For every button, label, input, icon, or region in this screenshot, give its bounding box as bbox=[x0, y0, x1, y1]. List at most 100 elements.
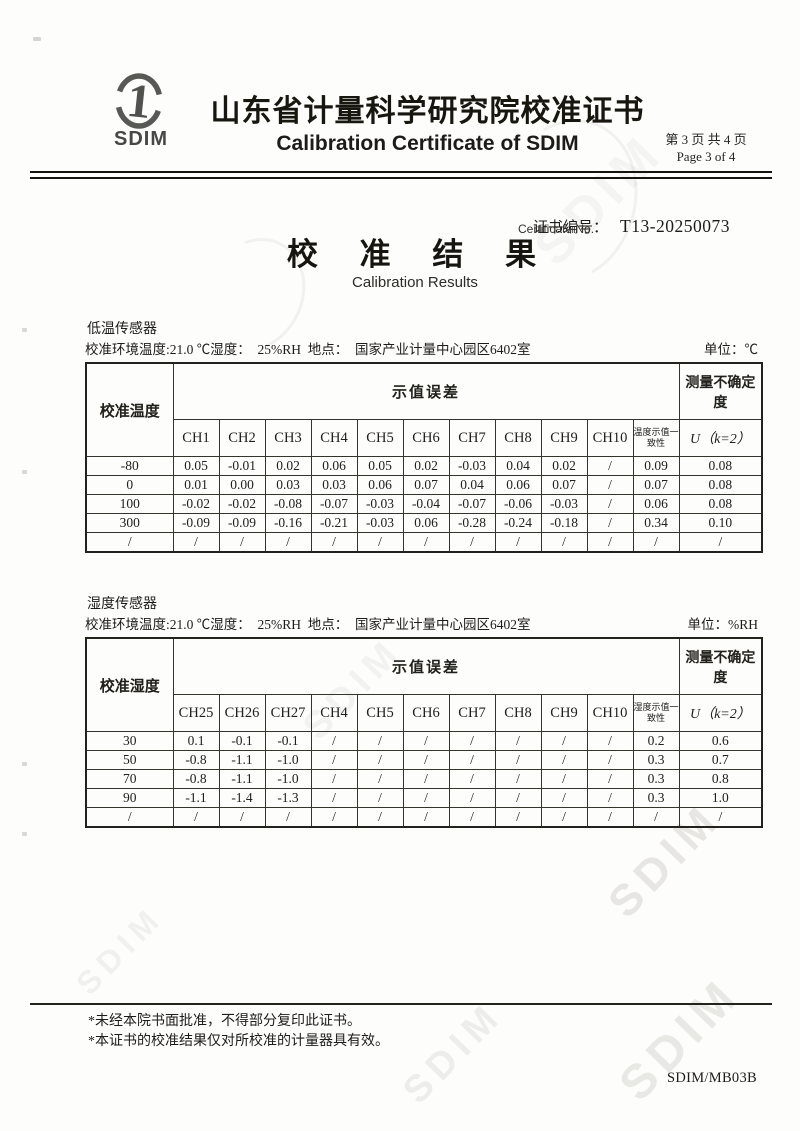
uncertainty-value-cell: 1.0 bbox=[678, 788, 763, 808]
calibration-point-cell: 90 bbox=[85, 788, 174, 808]
channel-header: CH9 bbox=[540, 419, 588, 457]
uncertainty-value-cell: / bbox=[678, 532, 763, 553]
error-value-cell: 0.02 bbox=[264, 456, 312, 476]
consistency-header: 湿度示值一致性 bbox=[632, 694, 680, 732]
consistency-value-cell: / bbox=[632, 532, 680, 553]
channel-header: CH1 bbox=[172, 419, 220, 457]
error-value-cell: / bbox=[494, 807, 542, 828]
error-value-cell: / bbox=[448, 731, 496, 751]
error-value-cell: -0.1 bbox=[264, 731, 312, 751]
error-value-cell: / bbox=[540, 807, 588, 828]
channel-header: CH10 bbox=[586, 419, 634, 457]
uncertainty-value-cell: 0.10 bbox=[678, 513, 763, 533]
error-value-cell: / bbox=[586, 807, 634, 828]
error-value-cell: / bbox=[402, 769, 450, 789]
channel-header: CH7 bbox=[448, 419, 496, 457]
error-value-cell: / bbox=[540, 788, 588, 808]
error-value-cell: -1.4 bbox=[218, 788, 266, 808]
table-row: 0 0.01 0.00 0.03 0.03 0.06 0.07 0.04 0.06 0.07/0.… bbox=[85, 475, 763, 495]
uncertainty-value-cell: 0.08 bbox=[678, 494, 763, 514]
humidity-calibration-table: 校准湿度 示值误差 测量不确定度 CH25 CH26 CH27 CH4 CH5 CH6 CH7 CH… bbox=[85, 637, 764, 828]
sensor-name: 湿度传感器 bbox=[87, 597, 157, 612]
footer-divider bbox=[30, 1003, 772, 1005]
error-value-cell: -0.03 bbox=[356, 494, 404, 514]
error-value-cell: 0.00 bbox=[218, 475, 266, 495]
consistency-value-cell: / bbox=[632, 807, 680, 828]
error-value-cell: 0.06 bbox=[494, 475, 542, 495]
scan-speck bbox=[22, 832, 27, 836]
error-value-cell: 0.02 bbox=[402, 456, 450, 476]
error-value-cell: / bbox=[310, 769, 358, 789]
error-value-cell: / bbox=[356, 807, 404, 828]
channel-header: CH6 bbox=[402, 419, 450, 457]
error-value-cell: -0.8 bbox=[172, 750, 220, 770]
table-row: / / / / / / / / / / / / / bbox=[85, 807, 763, 828]
error-value-cell: / bbox=[586, 731, 634, 751]
certificate-number-line: 证书编号： T13-20250073 bbox=[517, 198, 730, 255]
consistency-value-cell: 0.3 bbox=[632, 750, 680, 770]
error-group-header: 示值误差 bbox=[172, 637, 680, 695]
calibration-point-cell: 0 bbox=[85, 475, 174, 495]
error-value-cell: / bbox=[586, 494, 634, 514]
error-value-cell: / bbox=[264, 807, 312, 828]
sdim-logo: 1 SDIM bbox=[82, 72, 200, 151]
error-value-cell: -0.02 bbox=[172, 494, 220, 514]
error-value-cell: / bbox=[310, 731, 358, 751]
error-value-cell: / bbox=[540, 731, 588, 751]
error-value-cell: -0.01 bbox=[218, 456, 266, 476]
error-group-header: 示值误差 bbox=[172, 362, 680, 420]
error-value-cell: 0.06 bbox=[356, 475, 404, 495]
footnote-line: *本证书的校准结果仅对所校准的计量器具有效。 bbox=[88, 1033, 389, 1049]
uncertainty-value-cell: 0.8 bbox=[678, 769, 763, 789]
error-value-cell: / bbox=[494, 788, 542, 808]
error-value-cell: 0.06 bbox=[310, 456, 358, 476]
temperature-calibration-table: 校准温度 示值误差 测量不确定度 CH1 CH2 CH3 CH4 CH5 CH6 CH7 CH8 CH… bbox=[85, 362, 764, 553]
error-value-cell: -0.1 bbox=[218, 731, 266, 751]
table-row: 30 0.1 -0.1 -0.1// / / / //0.2 0.6 bbox=[85, 731, 763, 751]
error-value-cell: / bbox=[402, 788, 450, 808]
consistency-value-cell: 0.07 bbox=[632, 475, 680, 495]
unit-label: 单位：℃ bbox=[704, 342, 758, 357]
error-value-cell: 0.04 bbox=[448, 475, 496, 495]
error-value-cell: / bbox=[402, 532, 450, 553]
scan-speck bbox=[22, 328, 27, 332]
error-value-cell: -0.03 bbox=[540, 494, 588, 514]
scan-speck bbox=[33, 37, 41, 41]
channel-header: CH4 bbox=[310, 419, 358, 457]
error-value-cell: 0.03 bbox=[310, 475, 358, 495]
channel-header: CH9 bbox=[540, 694, 588, 732]
environment-row: 校准环境温度:21.0 ℃湿度： 25%RH 地点： 国家产业计量中心园区640… bbox=[85, 341, 762, 359]
error-value-cell: -0.06 bbox=[494, 494, 542, 514]
error-value-cell: / bbox=[356, 769, 404, 789]
consistency-value-cell: 0.09 bbox=[632, 456, 680, 476]
page-title-en: Calibration Certificate of SDIM bbox=[276, 132, 579, 155]
consistency-header: 温度示值一致性 bbox=[632, 419, 680, 457]
error-value-cell: 0.1 bbox=[172, 731, 220, 751]
error-value-cell: / bbox=[540, 769, 588, 789]
channel-header: CH5 bbox=[356, 419, 404, 457]
humidity-sensor-section: 湿度传感器 校准环境温度:21.0 ℃湿度： 25%RH 地点： 国家产业计量中… bbox=[85, 596, 764, 828]
error-value-cell: 0.05 bbox=[356, 456, 404, 476]
table-row: 90 -1.1 -1.4 -1.3// / / / //0.3 1.0 bbox=[85, 788, 763, 808]
channel-header: CH7 bbox=[448, 694, 496, 732]
error-value-cell: 0.03 bbox=[264, 475, 312, 495]
error-value-cell: / bbox=[310, 807, 358, 828]
error-value-cell: / bbox=[356, 532, 404, 553]
channel-header: CH8 bbox=[494, 419, 542, 457]
error-value-cell: / bbox=[172, 532, 220, 553]
footnote-line: *未经本院书面批准，不得部分复印此证书。 bbox=[88, 1014, 361, 1029]
error-value-cell: / bbox=[448, 807, 496, 828]
error-value-cell: -0.21 bbox=[310, 513, 358, 533]
low-temperature-sensor-section: 低温传感器 校准环境温度:21.0 ℃湿度： 25%RH 地点： 国家产业计量中… bbox=[85, 321, 764, 553]
channel-header: CH26 bbox=[218, 694, 266, 732]
error-value-cell: -0.16 bbox=[264, 513, 312, 533]
error-value-cell: 0.04 bbox=[494, 456, 542, 476]
certificate-number-value: T13-20250073 bbox=[620, 216, 731, 236]
error-value-cell: 0.06 bbox=[402, 513, 450, 533]
error-value-cell: -0.24 bbox=[494, 513, 542, 533]
certificate-number-label-en: Certificate No. bbox=[518, 222, 595, 236]
results-title-en: Calibration Results bbox=[352, 274, 478, 291]
error-value-cell: / bbox=[448, 750, 496, 770]
error-value-cell: 0.02 bbox=[540, 456, 588, 476]
calibration-point-cell: / bbox=[85, 532, 174, 553]
